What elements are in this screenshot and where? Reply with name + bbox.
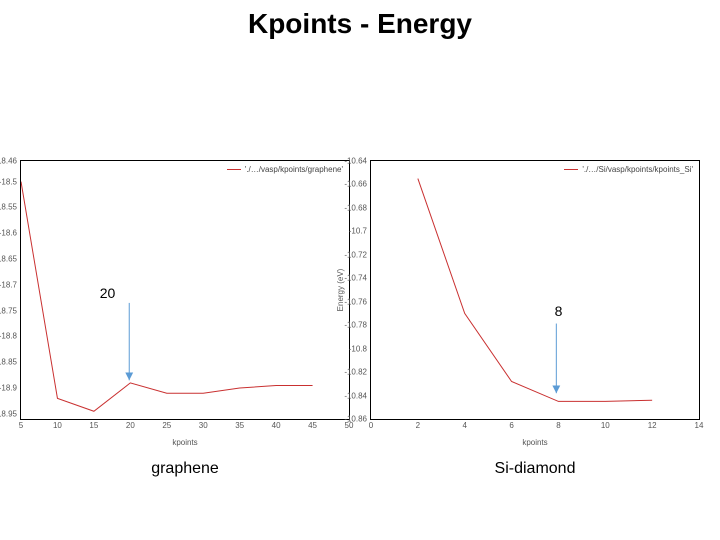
- y-tick: -10.86: [344, 415, 367, 424]
- arrow-right: [371, 161, 699, 419]
- y-tick: -18.7: [0, 280, 17, 289]
- x-tick: 14: [695, 421, 704, 430]
- x-tick: 40: [272, 421, 281, 430]
- xticks-left: 5101520253035404550: [21, 421, 349, 433]
- caption-right: Si-diamond: [495, 460, 576, 478]
- y-tick: -10.68: [344, 203, 367, 212]
- y-tick: -10.82: [344, 368, 367, 377]
- y-tick: -10.78: [344, 321, 367, 330]
- yticks-left: -18.46-18.5-18.55-18.6-18.65-18.7-18.75-…: [0, 161, 19, 419]
- yticks-right: -10.64-10.66-10.68-10.7-10.72-10.74-10.7…: [333, 161, 369, 419]
- x-tick: 25: [162, 421, 171, 430]
- y-tick: -10.84: [344, 391, 367, 400]
- y-tick: -18.55: [0, 203, 17, 212]
- y-tick: -10.64: [344, 157, 367, 166]
- x-tick: 6: [509, 421, 513, 430]
- y-tick: -18.8: [0, 332, 17, 341]
- x-tick: 10: [601, 421, 610, 430]
- y-tick: -10.7: [349, 227, 367, 236]
- caption-left: graphene: [151, 460, 219, 478]
- y-tick: -10.72: [344, 250, 367, 259]
- xticks-right: 02468101214: [371, 421, 699, 433]
- xlabel-left: kpoints: [21, 438, 349, 447]
- panels-row: Energy (eV) -18.46-18.5-18.55-18.6-18.65…: [20, 160, 700, 420]
- y-tick: -10.8: [349, 344, 367, 353]
- panel-right: Energy (eV) -10.64-10.66-10.68-10.7-10.7…: [370, 160, 700, 420]
- y-tick: -10.66: [344, 180, 367, 189]
- y-tick: -18.75: [0, 306, 17, 315]
- plot-frame-left: Energy (eV) -18.46-18.5-18.55-18.6-18.65…: [20, 160, 350, 420]
- y-tick: -18.85: [0, 358, 17, 367]
- x-tick: 5: [19, 421, 23, 430]
- y-tick: -18.65: [0, 255, 17, 264]
- x-tick: 0: [369, 421, 373, 430]
- y-tick: -18.95: [0, 409, 17, 418]
- y-tick: -18.46: [0, 157, 17, 166]
- x-tick: 2: [416, 421, 420, 430]
- x-tick: 30: [199, 421, 208, 430]
- xlabel-right: kpoints: [371, 438, 699, 447]
- page-title: Kpoints - Energy: [0, 8, 720, 40]
- arrow-left: [21, 161, 349, 419]
- x-tick: 15: [89, 421, 98, 430]
- x-tick: 4: [462, 421, 466, 430]
- x-tick: 45: [308, 421, 317, 430]
- y-tick: -18.5: [0, 177, 17, 186]
- x-tick: 20: [126, 421, 135, 430]
- x-tick: 8: [556, 421, 560, 430]
- x-tick: 10: [53, 421, 62, 430]
- y-tick: -10.74: [344, 274, 367, 283]
- y-tick: -10.76: [344, 297, 367, 306]
- y-tick: -18.6: [0, 229, 17, 238]
- panel-left: Energy (eV) -18.46-18.5-18.55-18.6-18.65…: [20, 160, 350, 420]
- plot-frame-right: Energy (eV) -10.64-10.66-10.68-10.7-10.7…: [370, 160, 700, 420]
- x-tick: 12: [648, 421, 657, 430]
- x-tick: 35: [235, 421, 244, 430]
- y-tick: -18.9: [0, 384, 17, 393]
